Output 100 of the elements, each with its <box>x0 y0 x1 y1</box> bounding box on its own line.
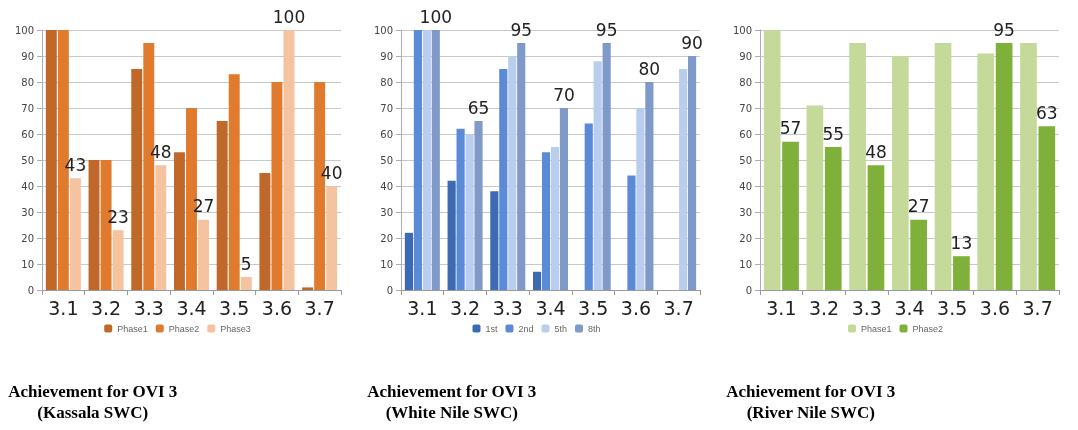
x-tick-label: 3.6 <box>620 296 652 319</box>
bar <box>1038 126 1056 290</box>
x-tick-label: 3.7 <box>663 296 694 319</box>
data-label: 13 <box>950 232 973 253</box>
y-tick-label: 20 <box>380 232 393 244</box>
data-label: 100 <box>272 6 306 27</box>
text: Achievement for OVI 3 (River Nile SWC) <box>726 382 896 422</box>
bar <box>228 74 240 290</box>
x-tick-label: 3.3 <box>492 296 523 319</box>
bar <box>447 180 456 290</box>
data-label: 65 <box>467 97 490 118</box>
bar <box>645 82 654 290</box>
y-tick-label: 20 <box>21 232 34 244</box>
y-tick-label: 60 <box>739 128 752 140</box>
x-tick-label: 3.4 <box>894 296 925 319</box>
bar <box>627 175 636 290</box>
y-tick-label: 0 <box>745 284 752 296</box>
bar <box>602 43 611 290</box>
y-tick-label: 50 <box>380 154 393 166</box>
bar <box>953 256 970 290</box>
bar <box>499 69 508 290</box>
bar <box>422 30 431 290</box>
bar <box>474 121 483 290</box>
x-tick-label: 3.7 <box>1022 296 1053 319</box>
bar <box>490 191 499 290</box>
y-tick-label: 10 <box>21 258 34 270</box>
bar <box>910 219 928 290</box>
bar <box>431 30 440 290</box>
x-tick-label: 3.6 <box>261 296 293 319</box>
bar <box>550 147 560 290</box>
y-tick-label: 40 <box>380 180 393 192</box>
bar <box>977 53 995 290</box>
y-tick-label: 100 <box>732 24 752 36</box>
bar <box>679 69 688 290</box>
bar <box>891 56 909 290</box>
y-tick-label: 0 <box>27 284 34 296</box>
x-tick-label: 3.5 <box>219 296 250 319</box>
x-tick-label: 3.2 <box>449 296 481 319</box>
legend-label: Phase3 <box>220 323 251 334</box>
bar <box>593 61 602 290</box>
bar <box>508 56 517 290</box>
bar <box>240 277 252 290</box>
data-label: 95 <box>993 19 1015 40</box>
y-tick-label: 90 <box>380 50 393 62</box>
data-label: 95 <box>595 19 618 40</box>
x-tick-label: 3.1 <box>407 296 438 319</box>
bar <box>636 108 645 290</box>
x-tick-label: 3.4 <box>535 296 566 319</box>
y-tick-label: 90 <box>739 50 752 62</box>
data-label: 48 <box>865 141 887 162</box>
bar <box>465 134 474 290</box>
bar <box>131 69 143 290</box>
x-tick-label: 3.6 <box>979 296 1011 319</box>
data-label: 27 <box>907 196 930 217</box>
bar <box>283 30 295 290</box>
bar <box>112 230 124 290</box>
data-label: 100 <box>419 6 453 27</box>
bar <box>404 232 413 290</box>
bar <box>155 165 167 290</box>
y-tick-label: 70 <box>21 102 34 114</box>
legend-label: Phase1 <box>117 323 148 334</box>
x-tick-label: 3.5 <box>578 296 609 319</box>
y-tick-label: 30 <box>739 206 752 218</box>
x-tick-label: 3.4 <box>176 296 207 319</box>
y-tick-label: 10 <box>380 258 393 270</box>
legend-label: Phase2 <box>168 323 200 334</box>
bar <box>867 165 885 290</box>
y-tick-label: 70 <box>380 102 393 114</box>
data-label: 70 <box>553 84 575 105</box>
y-tick-label: 90 <box>21 50 34 62</box>
data-label: 95 <box>510 19 533 40</box>
text: Achievement for OVI 3 (White Nile SWC) <box>367 382 537 422</box>
x-tick-label: 3.2 <box>90 296 122 319</box>
bar <box>688 56 697 290</box>
bar <box>198 219 210 290</box>
bar <box>1020 43 1037 290</box>
y-tick-label: 60 <box>21 128 34 140</box>
bar <box>806 105 824 290</box>
bar <box>69 178 81 290</box>
bar <box>584 123 593 290</box>
bar <box>271 82 283 290</box>
data-label: 80 <box>638 58 661 79</box>
y-tick-label: 30 <box>21 206 34 218</box>
y-tick-label: 80 <box>739 76 752 88</box>
bar <box>532 271 542 290</box>
bar <box>849 43 866 290</box>
y-tick-label: 40 <box>739 180 752 192</box>
bar <box>782 141 799 290</box>
x-tick-label: 3.7 <box>304 296 335 319</box>
x-tick-label: 3.2 <box>808 296 840 319</box>
bar <box>559 108 569 290</box>
y-tick-label: 50 <box>21 154 34 166</box>
bar <box>413 30 422 290</box>
x-tick-label: 3.1 <box>766 296 797 319</box>
bar <box>302 287 314 290</box>
bar <box>173 152 185 290</box>
legend-label: 8th <box>588 323 601 334</box>
data-label: 5 <box>240 253 252 274</box>
y-tick-label: 70 <box>739 102 752 114</box>
legend-label: 5th <box>554 323 568 334</box>
